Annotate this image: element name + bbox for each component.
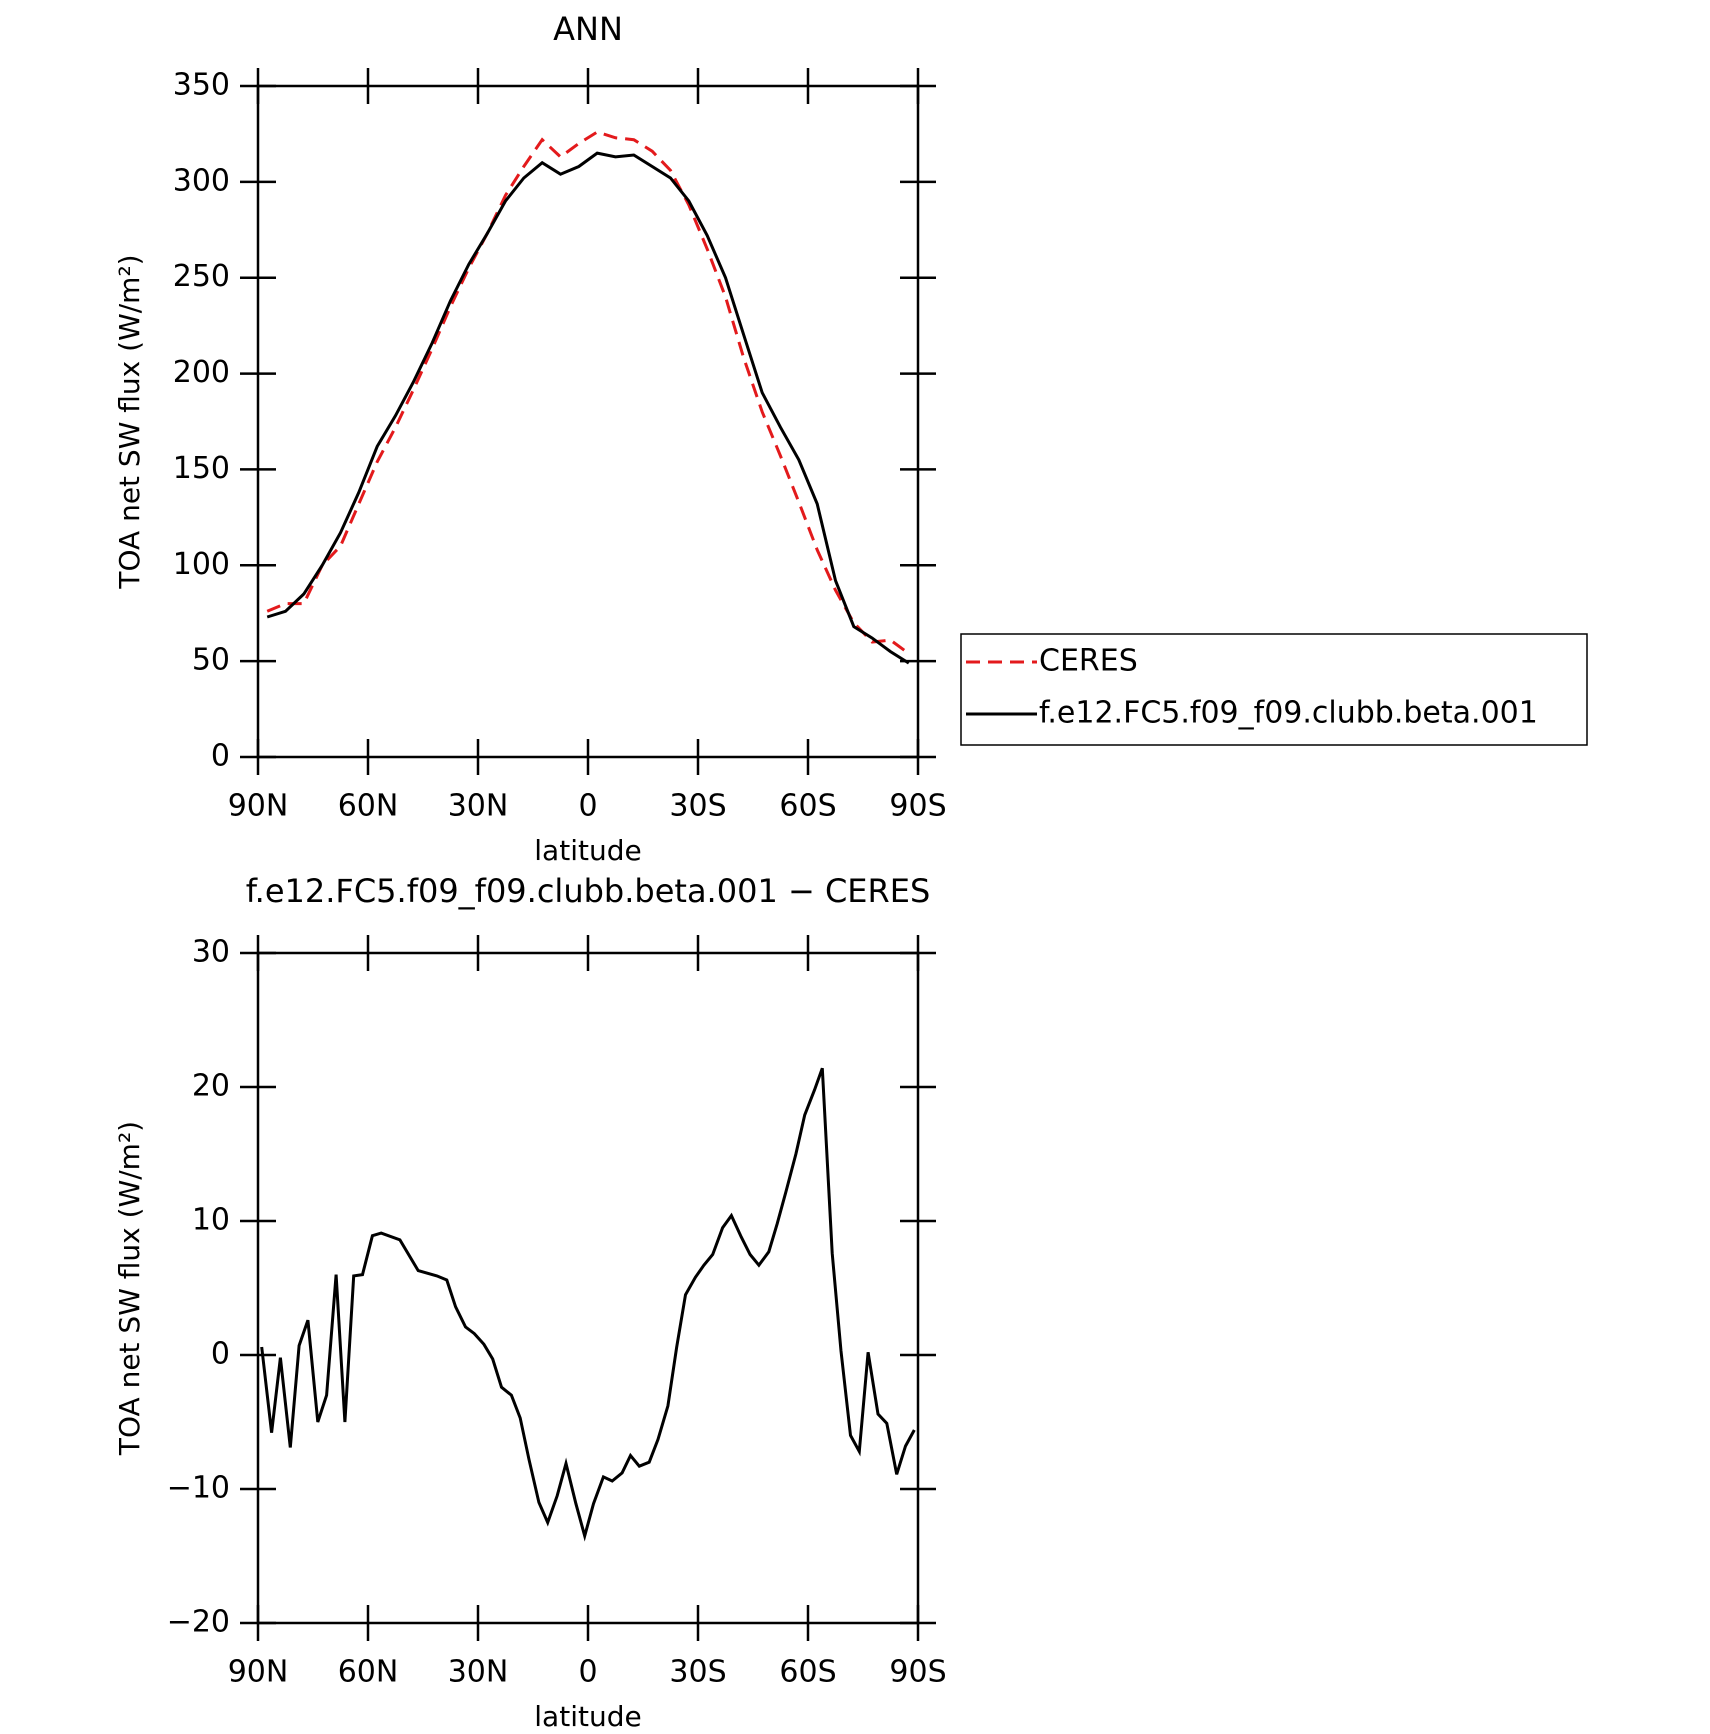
y-tick-label: 150 — [173, 451, 230, 486]
x-tick-label: 90S — [889, 789, 946, 824]
y-tick-label: 50 — [192, 643, 230, 678]
x-tick-label: 90S — [889, 1655, 946, 1690]
plot-frame — [256, 84, 920, 759]
y-tick-label: 300 — [173, 163, 230, 198]
legend-box — [960, 633, 1588, 746]
x-tick-label: 60N — [338, 789, 399, 824]
y-tick-label: −20 — [167, 1605, 230, 1640]
y-tick-label: 30 — [192, 935, 230, 970]
y-tick-label: 0 — [211, 1337, 230, 1372]
x-axis-label: latitude — [534, 1700, 641, 1733]
y-tick-label: 10 — [192, 1203, 230, 1238]
y-tick-label: 250 — [173, 259, 230, 294]
x-tick-label: 60S — [779, 789, 836, 824]
series-line — [266, 130, 910, 655]
x-tick-label: 60N — [338, 1655, 399, 1690]
chart-title: f.e12.FC5.f09_f09.clubb.beta.001 − CERES — [246, 872, 931, 910]
y-tick-label: 350 — [173, 68, 230, 103]
x-tick-label: 0 — [578, 1655, 597, 1690]
y-tick-label: 100 — [173, 547, 230, 582]
x-tick-label: 30N — [448, 1655, 509, 1690]
x-tick-label: 30S — [669, 789, 726, 824]
series-line — [266, 151, 910, 665]
legend-label: CERES — [1039, 644, 1138, 679]
legend-label: f.e12.FC5.f09_f09.clubb.beta.001 — [1039, 696, 1538, 731]
y-tick-label: −10 — [167, 1471, 230, 1506]
x-tick-label: 60S — [779, 1655, 836, 1690]
x-tick-label: 30N — [448, 789, 509, 824]
x-axis-label: latitude — [534, 834, 641, 867]
y-axis-label: TOA net SW flux (W/m²) — [113, 254, 146, 589]
x-tick-label: 90N — [228, 1655, 289, 1690]
y-tick-label: 20 — [192, 1069, 230, 1104]
y-tick-label: 200 — [173, 355, 230, 390]
series-line — [260, 1067, 916, 1542]
x-tick-label: 30S — [669, 1655, 726, 1690]
y-tick-label: 0 — [211, 739, 230, 774]
chart-title: ANN — [553, 10, 623, 48]
x-tick-label: 0 — [578, 789, 597, 824]
y-axis-label: TOA net SW flux (W/m²) — [113, 1121, 146, 1456]
x-tick-label: 90N — [228, 789, 289, 824]
